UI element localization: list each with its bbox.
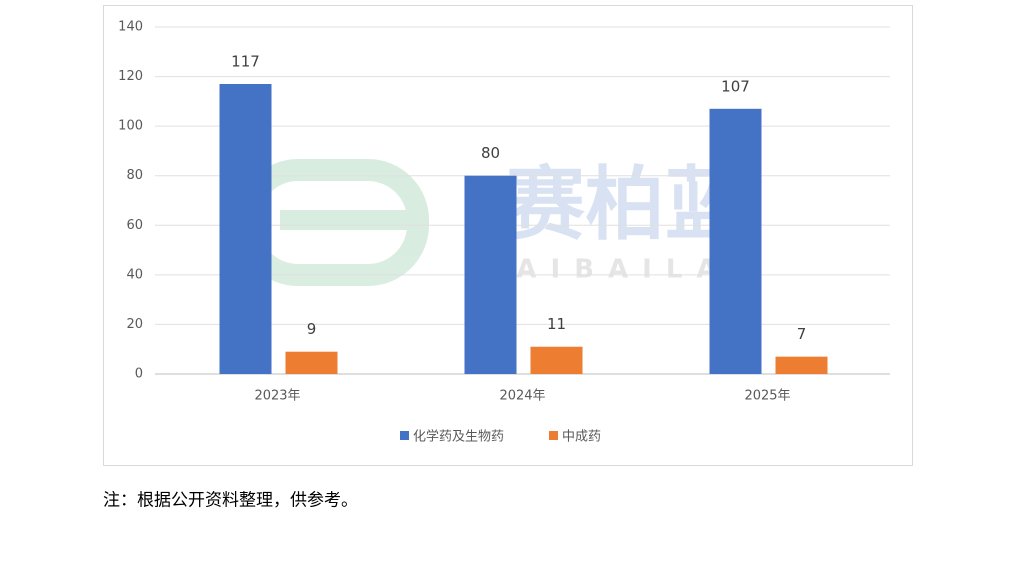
legend-label: 化学药及生物药 xyxy=(413,429,504,445)
x-tick-label: 2024年 xyxy=(499,389,545,404)
y-tick-label: 120 xyxy=(118,69,143,84)
data-label: 7 xyxy=(797,325,807,343)
legend-swatch xyxy=(549,431,558,440)
legend-label: 中成药 xyxy=(562,430,601,445)
bar xyxy=(464,175,517,374)
bar xyxy=(775,356,828,374)
y-tick-label: 80 xyxy=(126,168,143,183)
y-tick-label: 0 xyxy=(135,367,143,382)
y-tick-label: 140 xyxy=(118,20,143,35)
bar xyxy=(530,346,583,374)
data-label: 9 xyxy=(307,320,317,338)
y-tick-label: 40 xyxy=(126,267,143,282)
bar xyxy=(219,84,272,374)
x-tick-label: 2023年 xyxy=(254,389,300,404)
bar xyxy=(285,351,338,374)
legend-swatch xyxy=(400,431,409,440)
watermark-subtext: SAIBAILAN xyxy=(484,255,767,285)
x-tick-label: 2025年 xyxy=(744,389,790,404)
bar xyxy=(709,108,762,375)
y-tick-label: 60 xyxy=(126,218,143,233)
y-tick-label: 20 xyxy=(126,317,143,332)
data-label: 11 xyxy=(547,315,566,333)
watermark-text: 赛柏蓝 xyxy=(505,158,745,251)
note: 注：根据公开资料整理，供参考。 xyxy=(103,491,358,511)
data-label: 107 xyxy=(721,77,750,95)
y-tick-label: 100 xyxy=(118,119,143,134)
data-label: 117 xyxy=(231,53,260,71)
data-label: 80 xyxy=(481,144,500,162)
